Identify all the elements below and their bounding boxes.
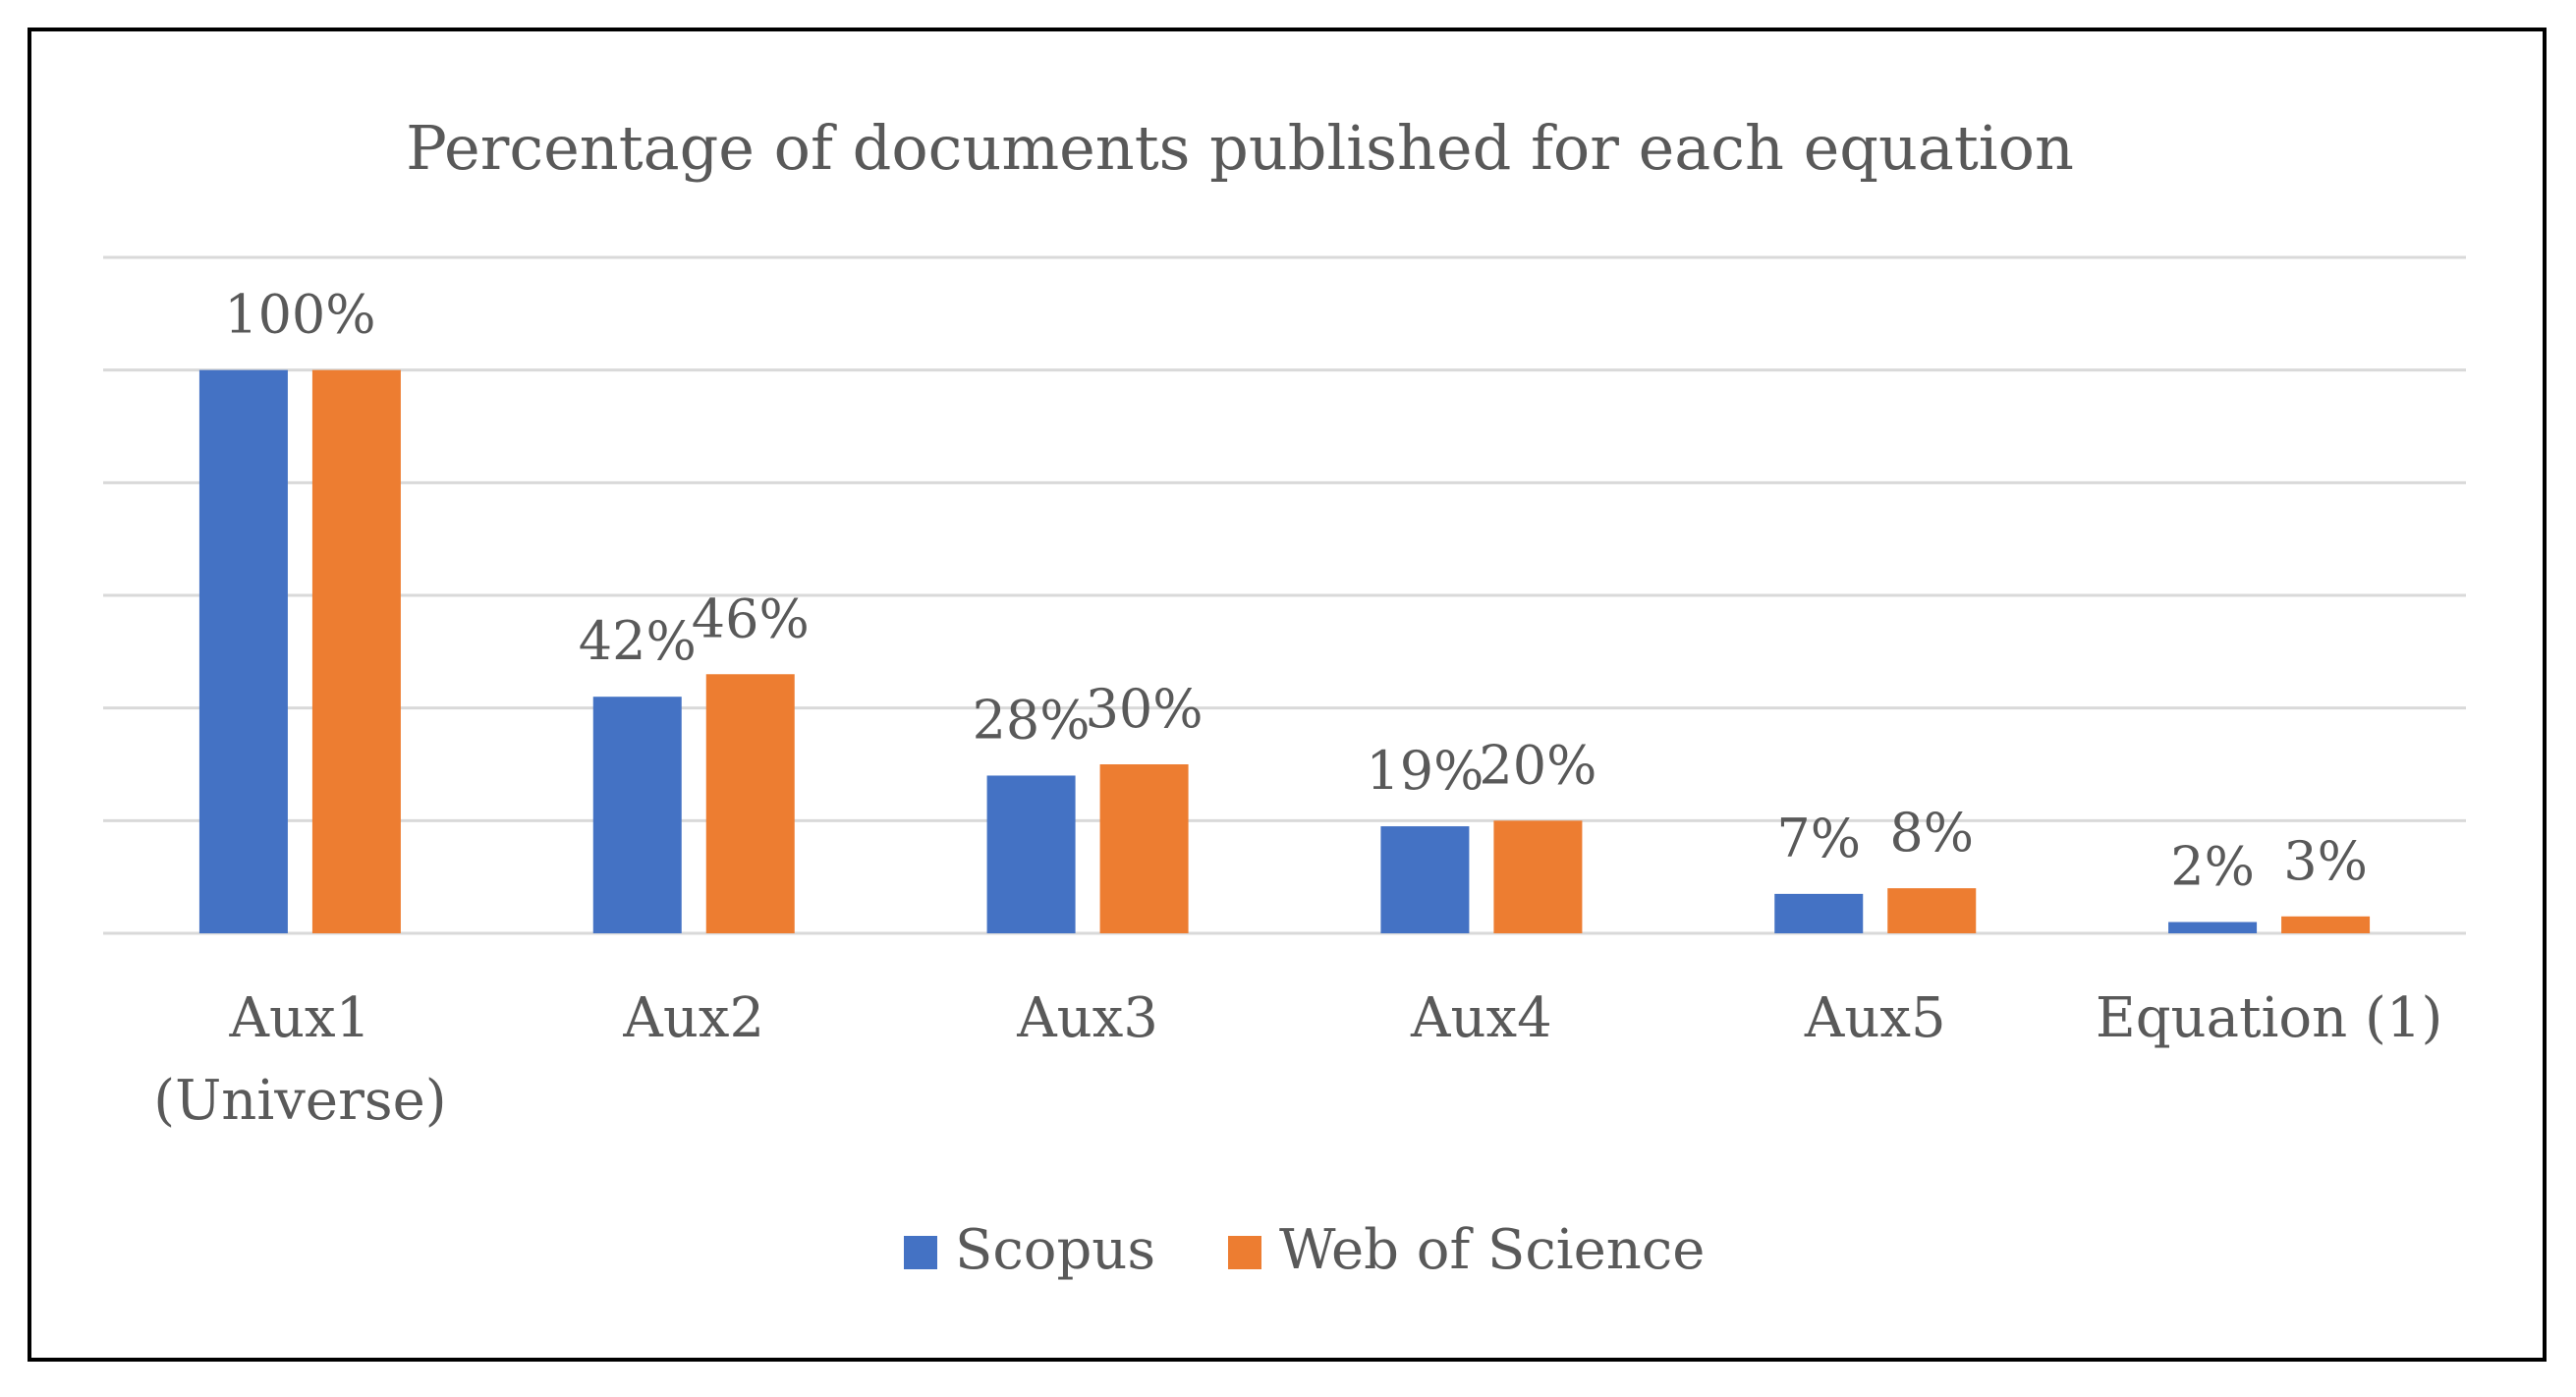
x-tick-label: Aux2 <box>622 986 764 1050</box>
data-label: 28% <box>973 689 1091 751</box>
data-label: 100% <box>224 284 375 346</box>
bar-scopus <box>2168 922 2258 933</box>
legend-swatch <box>1228 1236 1261 1269</box>
bar-web-of-science <box>705 674 795 933</box>
data-label: 46% <box>692 587 810 649</box>
bar-web-of-science <box>1887 888 1977 933</box>
data-label: 7% <box>1776 808 1861 869</box>
data-label: 30% <box>1086 678 1204 740</box>
bar-web-of-science <box>1493 820 1583 933</box>
x-tick-label: Aux5 <box>1804 986 1946 1050</box>
x-tick-label: (Universe) <box>153 1069 446 1133</box>
x-tick-label: Equation (1) <box>2096 986 2443 1050</box>
x-tick-label: Aux1 <box>229 986 371 1050</box>
bars <box>198 369 2371 934</box>
data-labels: 100% 42%46% 28%30% 19%20% 7% 8% 2% 3% <box>224 284 2368 898</box>
gridlines <box>103 255 2466 935</box>
x-tick-labels: Aux1 (Universe) Aux2 Aux3 Aux4 Aux5 Equation (… <box>153 986 2442 1133</box>
data-label: 2% <box>2170 836 2255 898</box>
chart-title: Percentage of documents published for ea… <box>406 112 2074 184</box>
bar-scopus <box>1380 826 1470 933</box>
bar-scopus <box>592 697 682 933</box>
bar-web-of-science <box>311 369 401 934</box>
bar-scopus <box>1774 893 1864 933</box>
legend-label: Scopus <box>955 1218 1155 1282</box>
x-tick-label: Aux4 <box>1410 986 1552 1050</box>
legend-label: Web of Science <box>1279 1218 1705 1282</box>
x-tick-label: Aux3 <box>1016 986 1158 1050</box>
data-label: 19% <box>1366 740 1484 802</box>
data-label: 3% <box>2283 830 2368 892</box>
bar-web-of-science <box>1099 764 1189 933</box>
bar-scopus <box>986 775 1076 933</box>
chart-frame <box>28 28 2547 1362</box>
data-label: 42% <box>579 610 697 672</box>
bar-web-of-science <box>2281 916 2371 933</box>
bar-scopus <box>198 369 288 934</box>
legend: Scopus Web of Science <box>904 1218 1705 1282</box>
data-label: 8% <box>1889 802 1974 864</box>
legend-swatch <box>904 1236 937 1269</box>
data-label: 20% <box>1479 734 1596 796</box>
